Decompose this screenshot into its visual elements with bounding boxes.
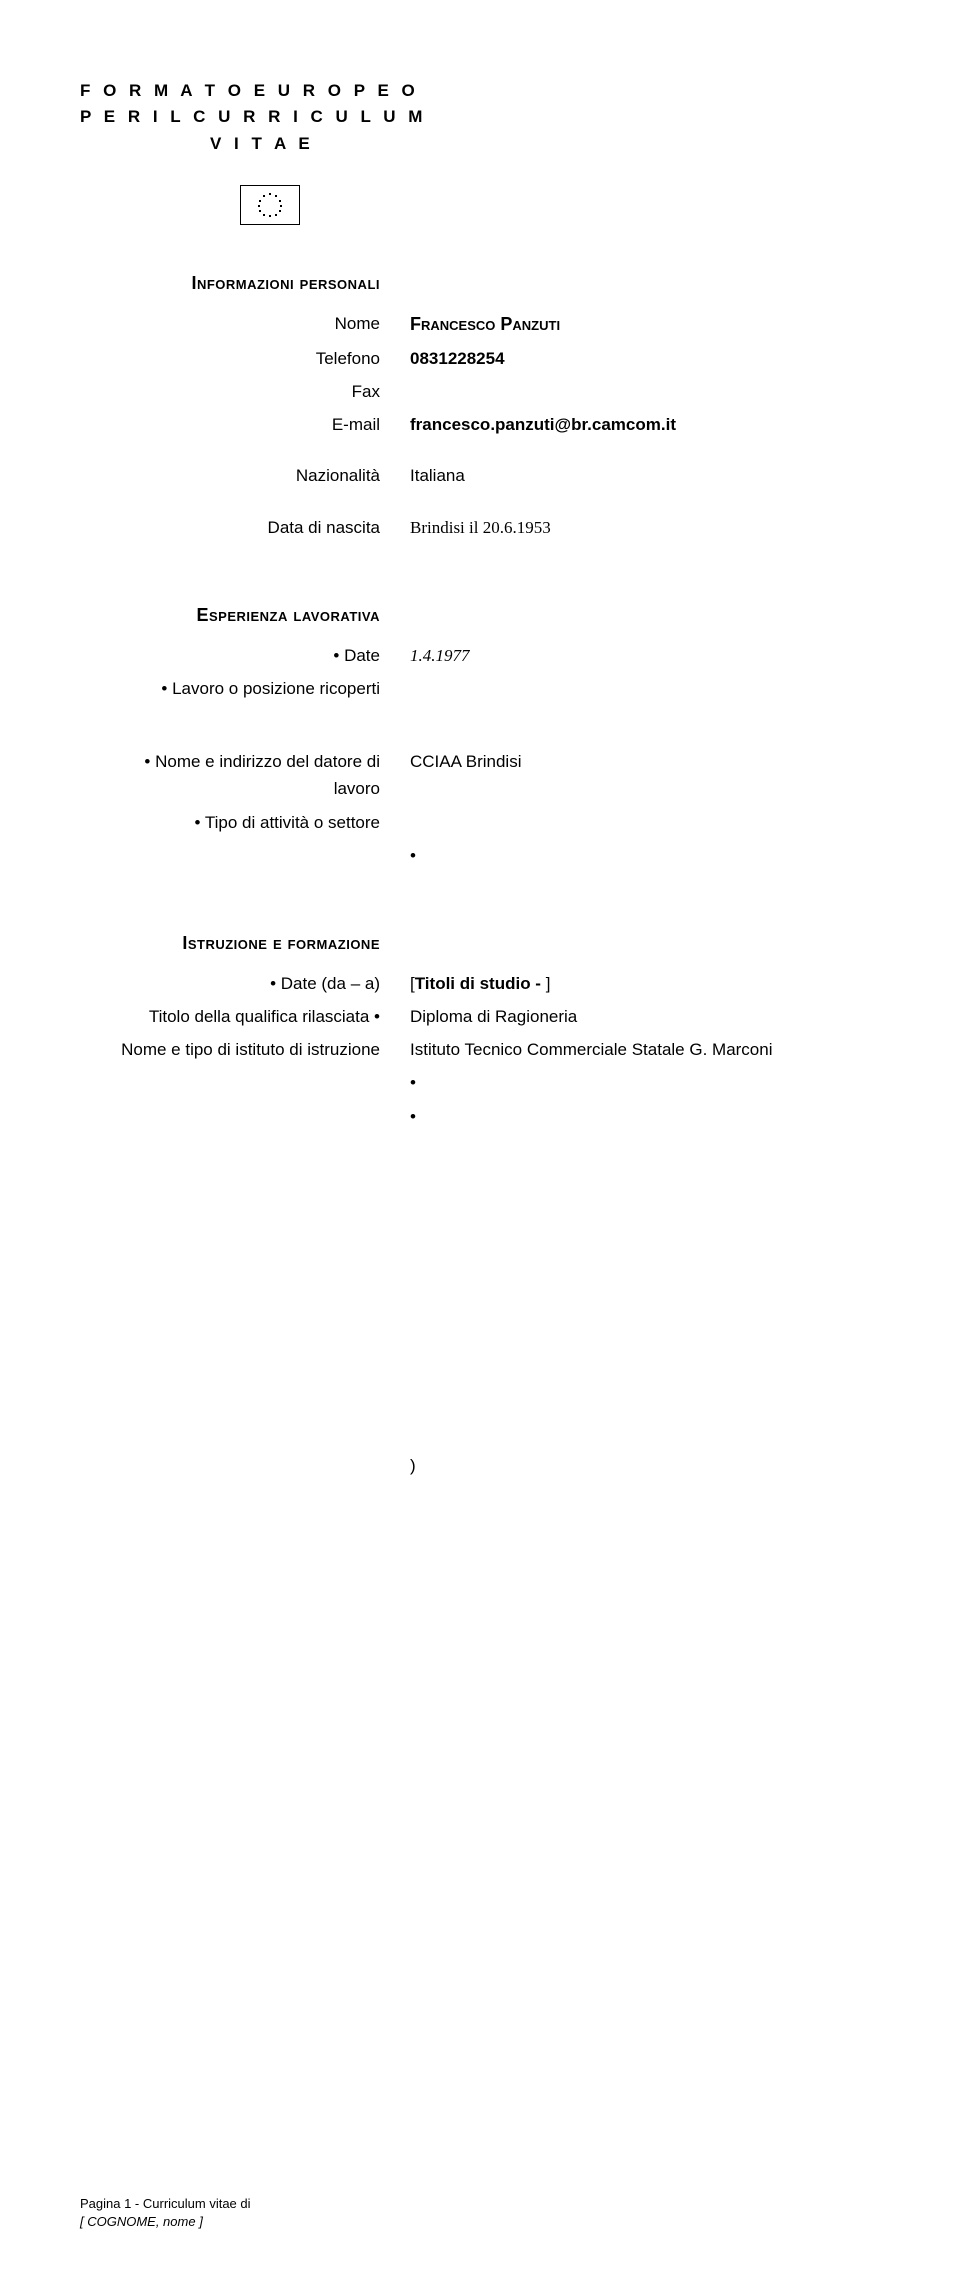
fax-value: [410, 378, 880, 405]
footer-line-2: [ COGNOME, nome ]: [80, 2213, 251, 2231]
eu-flag-icon: [240, 185, 300, 225]
email-row: E-mail francesco.panzuti@br.camcom.it: [80, 411, 880, 438]
exp-employer-label: • Nome e indirizzo del datore di lavoro: [80, 748, 410, 802]
edu-extra-bullet-2: •: [80, 1103, 880, 1130]
edu-institute-value: Istituto Tecnico Commerciale Statale G. …: [410, 1036, 880, 1063]
footer-line-1: Pagina 1 - Curriculum vitae di: [80, 2195, 251, 2213]
exp-date-label: • Date: [80, 642, 410, 669]
nationality-row: Nazionalità Italiana: [80, 462, 880, 489]
name-value: Francesco Panzuti: [410, 310, 880, 339]
phone-label: Telefono: [80, 345, 410, 372]
dob-row: Data di nascita Brindisi il 20.6.1953: [80, 514, 880, 541]
document-title: F O R M A T O E U R O P E O P E R I L C …: [80, 78, 880, 157]
edu-institute-label: Nome e tipo di istituto di istruzione: [80, 1036, 410, 1063]
fax-row: Fax: [80, 378, 880, 405]
edu-title-row: Titolo della qualifica rilasciata • Dipl…: [80, 1003, 880, 1030]
exp-position-row: • Lavoro o posizione ricoperti: [80, 675, 880, 702]
title-line-1: F O R M A T O E U R O P E O: [80, 78, 880, 104]
exp-sector-label: • Tipo di attività o settore: [80, 809, 410, 836]
edu-title-label: Titolo della qualifica rilasciata •: [80, 1003, 410, 1030]
dob-label: Data di nascita: [80, 514, 410, 541]
phone-value: 0831228254: [410, 345, 880, 372]
exp-employer-row: • Nome e indirizzo del datore di lavoro …: [80, 748, 880, 802]
exp-extra-bullet-row: •: [80, 842, 880, 869]
exp-position-value: [410, 675, 880, 702]
page-footer: Pagina 1 - Curriculum vitae di [ COGNOME…: [80, 2195, 251, 2231]
edu-date-value: [Titoli di studio - ]: [410, 970, 880, 997]
email-label: E-mail: [80, 411, 410, 438]
exp-position-label: • Lavoro o posizione ricoperti: [80, 675, 410, 702]
edu-date-row: • Date (da – a) [Titoli di studio - ]: [80, 970, 880, 997]
edu-extra-bullet-1: •: [80, 1069, 880, 1096]
closing-paren: ): [80, 1456, 880, 1476]
fax-label: Fax: [80, 378, 410, 405]
name-row: Nome Francesco Panzuti: [80, 310, 880, 339]
exp-sector-row: • Tipo di attività o settore: [80, 809, 880, 836]
exp-extra-bullet: •: [410, 842, 880, 869]
nationality-value: Italiana: [410, 462, 880, 489]
dob-value: Brindisi il 20.6.1953: [410, 514, 880, 541]
name-label: Nome: [80, 310, 410, 339]
title-line-3: V I T A E: [80, 131, 880, 157]
email-value: francesco.panzuti@br.camcom.it: [410, 411, 880, 438]
education-heading: Istruzione e formazione: [80, 933, 380, 954]
cv-page: F O R M A T O E U R O P E O P E R I L C …: [0, 0, 960, 2291]
experience-heading: Esperienza lavorativa: [80, 605, 380, 626]
edu-institute-row: Nome e tipo di istituto di istruzione Is…: [80, 1036, 880, 1063]
edu-date-label: • Date (da – a): [80, 970, 410, 997]
exp-date-value: 1.4.1977: [410, 642, 880, 669]
phone-row: Telefono 0831228254: [80, 345, 880, 372]
personal-info-heading: Informazioni personali: [80, 273, 380, 294]
edu-title-value: Diploma di Ragioneria: [410, 1003, 880, 1030]
exp-sector-value: [410, 809, 880, 836]
title-line-2: P E R I L C U R R I C U L U M: [80, 104, 880, 130]
exp-date-row: • Date 1.4.1977: [80, 642, 880, 669]
exp-employer-value: CCIAA Brindisi: [410, 748, 880, 802]
nationality-label: Nazionalità: [80, 462, 410, 489]
